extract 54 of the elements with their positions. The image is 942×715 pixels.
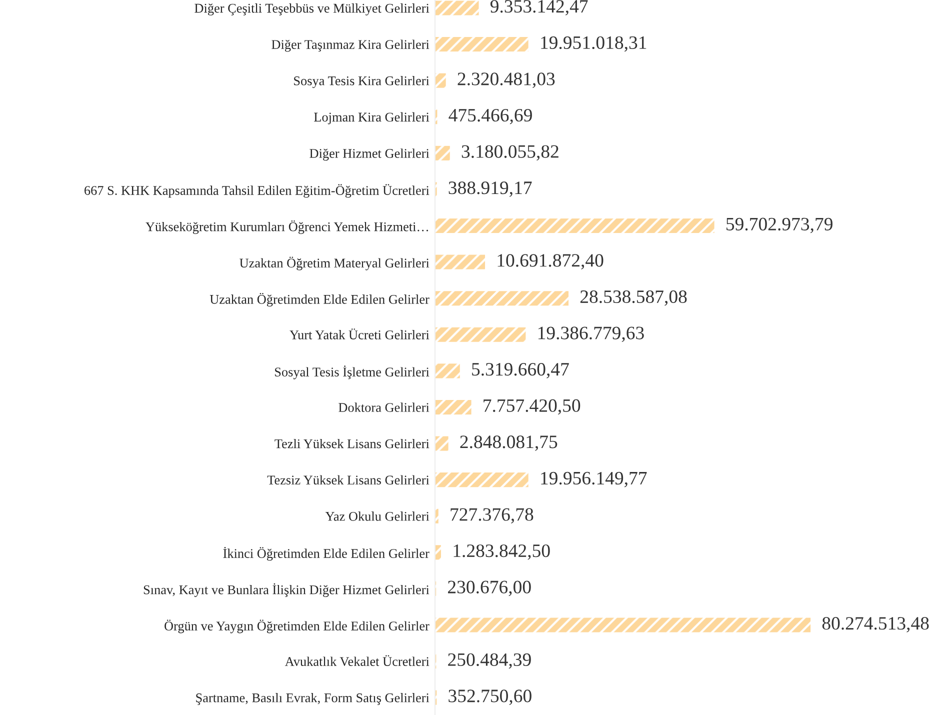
data-label: 475.466,69	[448, 108, 532, 124]
bar	[435, 472, 528, 488]
y-tick-label: Tezsiz Yüksek Lisans Gelirleri	[267, 475, 430, 485]
bar	[435, 146, 450, 160]
data-label: 19.951.018,31	[541, 36, 646, 52]
bar	[435, 291, 569, 306]
y-tick-label: Yurt Yatak Ücreti Gelirleri	[290, 328, 430, 340]
data-label: 2.320.481,03	[458, 72, 555, 88]
y-tick-label: Sosyal Tesis İşletme Gelirleri	[275, 366, 430, 380]
data-label: 230.676,00	[448, 580, 531, 596]
data-label: 19.956.149,77	[541, 472, 647, 488]
data-label: 1.283.842,50	[454, 544, 550, 560]
y-tick-label: İkinci Öğretimden Elde Edilen Gelirler	[223, 546, 430, 561]
y-tick-label: Sosya Tesis Kira Gelirleri	[294, 76, 430, 88]
y-tick-label: Uzaktan Öğretimden Elde Edilen Gelirler	[210, 292, 430, 307]
y-tick-label: Sınav, Kayıt ve Bunlara İlişkin Diğer Hizmet Gelirleri	[144, 583, 430, 597]
y-tick-label: Şartname, Basılı Evrak, Form Satış Gelirleri	[196, 693, 430, 705]
data-label: 2.848.081,75	[460, 436, 558, 451]
data-label: 80.274.513,48	[822, 617, 929, 632]
bar	[435, 254, 486, 270]
y-tick-label: Tezli Yüksek Lisans Gelirleri	[274, 438, 430, 448]
data-label: 352.750,60	[448, 690, 532, 705]
y-tick-label: Doktora Gelirleri	[338, 402, 430, 412]
bar	[435, 364, 460, 378]
data-label: 7.757.420,50	[484, 399, 580, 415]
data-label: 5.319.660,47	[472, 362, 569, 378]
y-tick-label: Yaz Okulu Gelirleri	[325, 512, 430, 521]
y-tick-label: Lojman Kira Gelirleri	[314, 112, 430, 124]
data-label: 250.484,39	[448, 653, 531, 669]
bar	[435, 618, 811, 632]
bar	[435, 218, 714, 234]
y-tick-label: Avukatlık Vekalet Ücretleri	[284, 655, 430, 666]
bar	[435, 436, 448, 451]
bar	[435, 0, 479, 16]
bar	[435, 37, 528, 52]
data-label: 19.386.779,63	[538, 326, 644, 342]
y-tick-label: 667 S. KHK Kapsamında Tahsil Edilen Eğitim-Öğretim Ücretleri	[84, 184, 430, 198]
data-label: 9.353.142,47	[490, 0, 588, 16]
y-tick-label: Örgün ve Yaygın Öğretimden Elde Edilen Gelirler	[164, 620, 430, 634]
y-tick-label: Diğer Çeşitli Teşebbüs ve Mülkiyet Gelirleri	[194, 3, 430, 16]
data-label: 388.919,17	[448, 181, 532, 197]
data-label: 10.691.872,40	[498, 254, 604, 270]
bar	[435, 545, 442, 560]
y-tick-label: Uzaktan Öğretim Materyal Gelirleri	[240, 256, 430, 270]
data-label: 28.538.587,08	[580, 290, 687, 306]
y-tick-label: Diğer Hizmet Gelirleri	[310, 148, 430, 161]
bar	[435, 327, 526, 342]
data-label: 727.376,78	[450, 508, 534, 524]
bar	[435, 73, 446, 88]
bar	[435, 400, 472, 414]
data-label: 3.180.055,82	[462, 145, 558, 161]
data-label: 59.702.973,79	[726, 218, 832, 234]
y-tick-label: Diğer Taşınmaz Kira Gelirleri	[272, 40, 430, 52]
y-tick-label: Yükseköğretim Kurumları Öğrenci Yemek Hizmeti…	[146, 220, 428, 234]
